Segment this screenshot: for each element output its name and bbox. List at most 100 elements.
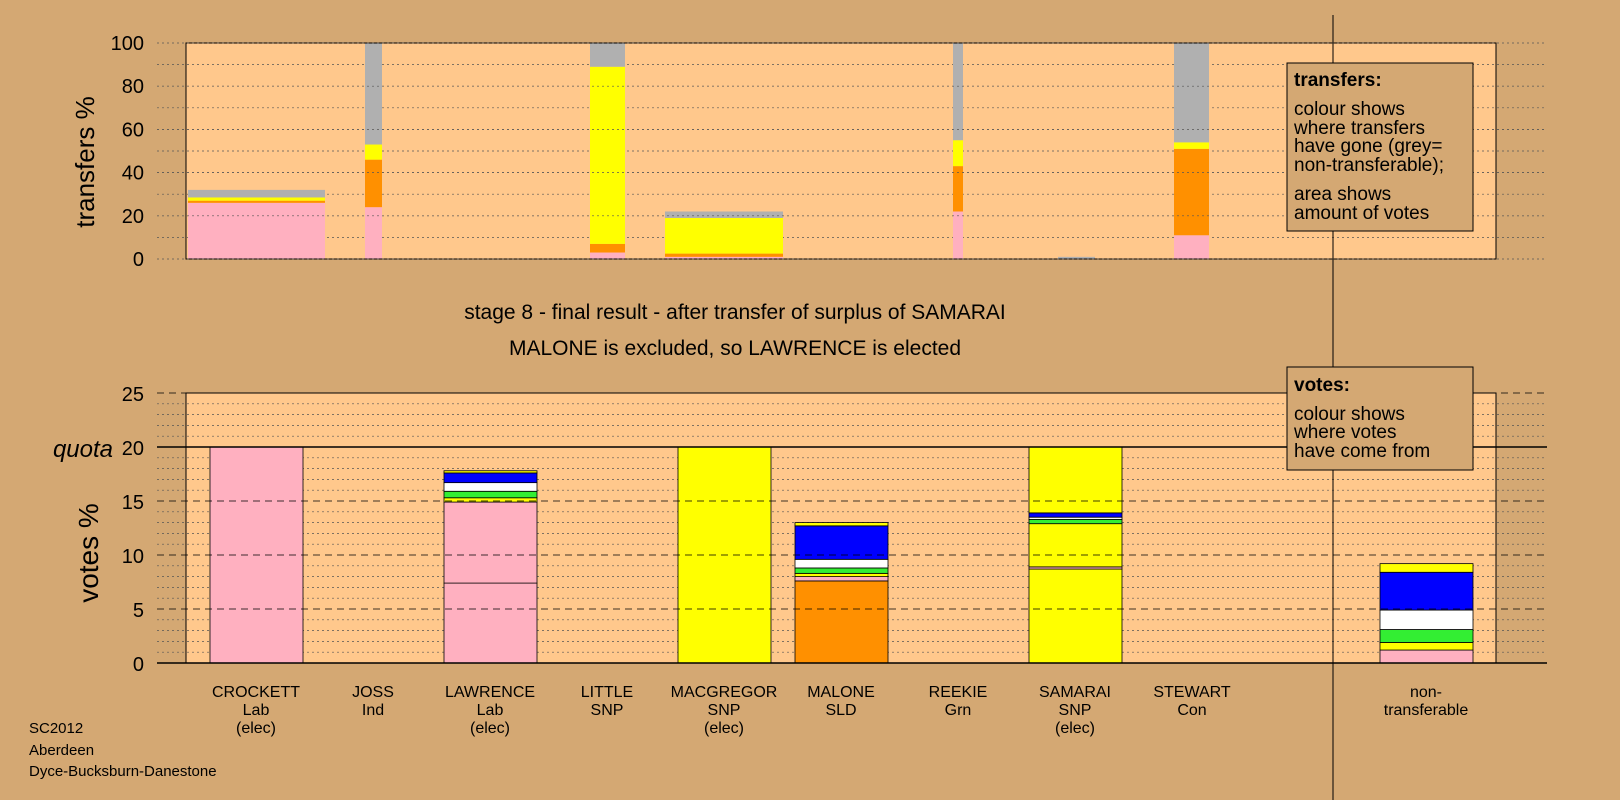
- transfers-segment-macgregor: [665, 256, 783, 259]
- transfers-segment-little: [590, 66, 625, 244]
- category-label-line: (elec): [470, 720, 510, 737]
- votes-legend: votes: colour shows where votes have com…: [1286, 366, 1474, 471]
- category-label-line: LAWRENCE: [445, 684, 535, 701]
- votes-y-tick-label: 5: [133, 600, 144, 622]
- votes-segment-non: [1379, 563, 1474, 573]
- footer-ward: Dyce-Bucksburn-Danestone: [29, 763, 217, 780]
- category-label-line: LITTLE: [581, 684, 633, 701]
- category-label-line: CROCKETT: [212, 684, 300, 701]
- category-label-line: MALONE: [807, 684, 875, 701]
- transfers-segment-macgregor: [665, 211, 783, 218]
- transfers-y-tick-label: 100: [111, 33, 144, 55]
- transfers-segment-samarai: [1058, 256, 1095, 259]
- transfers-segment-stewart: [1174, 43, 1209, 143]
- transfers-y-ticks: 0 20 40 60 80 100: [111, 33, 1547, 271]
- votes-segment-samarai: [1028, 446, 1123, 514]
- transfers-segment-stewart: [1174, 142, 1209, 149]
- votes-legend-line: colour shows: [1294, 404, 1405, 425]
- transfers-segment-joss: [365, 144, 382, 160]
- transfers-segment-reekie: [953, 166, 963, 212]
- transfers-y-tick-label: 40: [122, 163, 144, 185]
- transfers-segment-joss: [365, 159, 382, 208]
- category-label-line: transferable: [1384, 702, 1469, 719]
- transfers-y-tick-label: 20: [122, 206, 144, 228]
- votes-legend-line: have come from: [1294, 441, 1430, 462]
- transfers-segment-stewart: [1174, 235, 1209, 259]
- category-label-line: JOSS: [352, 684, 394, 701]
- transfers-segment-crockett: [188, 200, 325, 203]
- transfers-segment-little: [590, 243, 625, 253]
- category-label-line: Con: [1177, 702, 1206, 719]
- transfers-y-tick-label: 0: [133, 249, 144, 271]
- votes-segment-non: [1379, 642, 1474, 651]
- category-label-line: Lab: [243, 702, 270, 719]
- votes-y-tick-label: 15: [122, 492, 144, 514]
- votes-segment-lawrence: [443, 501, 538, 584]
- votes-bars: [209, 446, 1474, 664]
- votes-y-tick-label: 25: [122, 384, 144, 406]
- votes-segment-malone: [794, 522, 889, 527]
- category-label-line: SNP: [708, 702, 741, 719]
- category-label-line: STEWART: [1153, 684, 1231, 701]
- category-label-line: Lab: [477, 702, 504, 719]
- votes-legend-heading: votes:: [1294, 375, 1350, 396]
- votes-segment-non: [1379, 649, 1474, 664]
- quota-label: quota: [53, 436, 113, 463]
- votes-segment-lawrence: [443, 472, 538, 484]
- transfers-segment-crockett: [188, 202, 325, 259]
- votes-segment-non: [1379, 571, 1474, 611]
- transfers-segment-stewart: [1174, 148, 1209, 236]
- votes-y-axis-label: votes %: [73, 503, 104, 603]
- category-label-line: Ind: [362, 702, 384, 719]
- votes-category-labels: CROCKETTLab(elec)JOSSIndLAWRENCELab(elec…: [212, 684, 1468, 737]
- votes-segment-lawrence: [443, 582, 538, 664]
- votes-legend-line: where votes: [1293, 422, 1396, 443]
- transfers-legend-line: colour shows: [1294, 99, 1405, 120]
- category-label-line: SNP: [1059, 702, 1092, 719]
- votes-segment-samarai: [1028, 568, 1123, 664]
- category-label-line: SLD: [825, 702, 856, 719]
- category-label-line: SNP: [591, 702, 624, 719]
- votes-segment-malone: [794, 567, 889, 574]
- transfers-y-axis-label: transfers %: [70, 96, 100, 228]
- transfers-segment-little: [590, 43, 625, 67]
- votes-segment-malone: [794, 576, 889, 582]
- category-label-line: Grn: [945, 702, 972, 719]
- votes-segment-samarai: [1028, 512, 1123, 518]
- votes-segment-samarai: [1028, 518, 1123, 525]
- votes-segment-non: [1379, 629, 1474, 643]
- transfers-segment-joss: [365, 207, 382, 259]
- category-label-line: (elec): [704, 720, 744, 737]
- transfers-segment-reekie: [953, 211, 963, 259]
- votes-segment-lawrence: [443, 482, 538, 492]
- transfers-legend-line: non-transferable);: [1294, 155, 1444, 176]
- votes-segment-malone: [794, 525, 889, 560]
- transfers-legend-line: where transfers: [1293, 118, 1425, 139]
- votes-segment-samarai: [1028, 523, 1123, 568]
- transfers-plot-frame: [185, 42, 1497, 260]
- votes-segment-lawrence: [443, 497, 538, 503]
- footer-election: SC2012: [29, 720, 83, 737]
- votes-segment-non: [1379, 609, 1474, 630]
- transfers-bars: [188, 43, 1209, 259]
- category-label-line: REEKIE: [929, 684, 988, 701]
- category-label-line: (elec): [236, 720, 276, 737]
- transfers-legend-line: have gone (grey=: [1294, 136, 1442, 157]
- footer-council: Aberdeen: [29, 742, 94, 759]
- transfers-y-tick-label: 60: [122, 119, 144, 141]
- transfers-segment-reekie: [953, 140, 963, 167]
- votes-y-tick-label: 10: [122, 546, 144, 568]
- votes-y-tick-label: 0: [133, 654, 144, 676]
- transfers-segment-macgregor: [665, 253, 783, 257]
- stage-subtitle: MALONE is excluded, so LAWRENCE is elect…: [509, 337, 961, 360]
- transfers-legend: transfers: colour shows where transfers …: [1286, 62, 1474, 232]
- stage-title: stage 8 - final result - after transfer …: [464, 301, 1006, 324]
- category-label-line: non-: [1410, 684, 1442, 701]
- transfers-legend-box: [1286, 62, 1474, 232]
- transfers-segment-crockett: [188, 197, 325, 201]
- votes-segment-lawrence: [443, 470, 538, 474]
- transfers-segment-joss: [365, 43, 382, 145]
- transfers-legend-line: area shows: [1294, 184, 1391, 205]
- transfers-legend-heading: transfers:: [1294, 70, 1382, 91]
